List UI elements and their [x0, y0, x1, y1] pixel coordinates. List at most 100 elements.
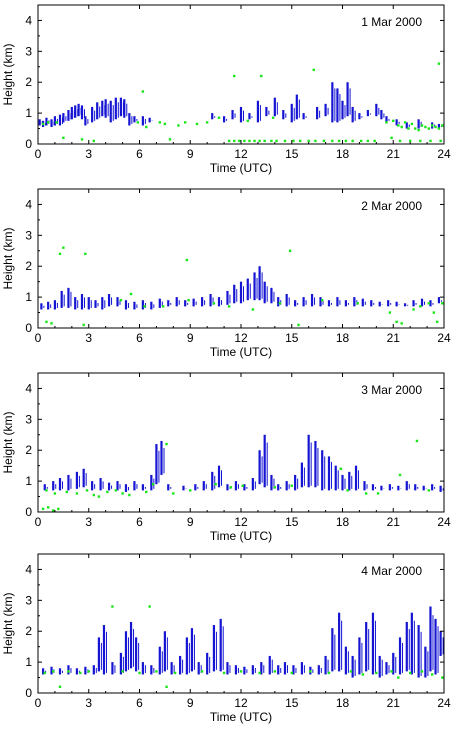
- green-point: [258, 139, 261, 143]
- x-tick-label: 0: [35, 147, 42, 161]
- green-point: [260, 74, 263, 78]
- green-point: [87, 670, 90, 673]
- green-point: [366, 139, 370, 143]
- y-axis-label: Height (km): [1, 592, 15, 654]
- green-point: [82, 323, 85, 327]
- green-point: [155, 670, 158, 673]
- green-point: [92, 139, 96, 143]
- x-tick-label: 15: [285, 696, 299, 710]
- green-point: [390, 670, 393, 673]
- green-point: [195, 122, 199, 126]
- green-point: [412, 308, 415, 311]
- green-point: [165, 685, 168, 689]
- x-tick-label: 0: [35, 696, 42, 710]
- green-point: [395, 320, 398, 324]
- green-point: [46, 506, 50, 509]
- green-point: [410, 122, 414, 126]
- green-point: [233, 74, 236, 78]
- green-point: [364, 492, 368, 495]
- green-point: [429, 139, 432, 143]
- green-point: [111, 605, 114, 608]
- green-point: [243, 139, 246, 143]
- x-tick-label: 21: [387, 147, 401, 161]
- y-tick-label: 4: [25, 381, 32, 395]
- green-point: [297, 323, 300, 327]
- green-point: [148, 605, 151, 608]
- green-point: [403, 121, 407, 124]
- green-point: [290, 671, 293, 675]
- green-point: [67, 670, 70, 673]
- green-point: [288, 249, 292, 252]
- green-point: [314, 139, 317, 143]
- green-point: [400, 322, 403, 325]
- green-point: [41, 507, 45, 511]
- x-tick-label: 21: [387, 331, 401, 345]
- green-point: [119, 299, 123, 302]
- green-point: [97, 495, 101, 498]
- green-point: [121, 670, 124, 673]
- x-tick-label: 9: [187, 696, 194, 710]
- y-axis-label: Height (km): [1, 227, 15, 289]
- y-tick-label: 3: [25, 44, 32, 58]
- chart-title: 1 Mar 2000: [361, 15, 422, 29]
- green-point: [143, 305, 146, 308]
- green-point: [136, 121, 140, 124]
- green-point: [408, 139, 412, 143]
- y-tick-label: 0: [25, 137, 32, 151]
- green-point: [356, 302, 359, 305]
- x-tick-label: 0: [35, 331, 42, 345]
- green-point: [41, 122, 45, 126]
- x-tick-label: 12: [234, 331, 248, 345]
- green-point: [417, 128, 420, 132]
- green-point: [432, 311, 436, 314]
- green-point: [163, 122, 167, 126]
- green-point: [321, 299, 324, 302]
- y-tick-label: 3: [25, 228, 32, 242]
- green-point: [258, 671, 261, 675]
- green-point: [361, 673, 364, 676]
- y-axis-label: Height (km): [1, 43, 15, 105]
- green-point: [331, 139, 334, 143]
- x-tick-label: 18: [336, 147, 350, 161]
- green-point: [309, 670, 312, 673]
- green-point: [200, 670, 204, 673]
- green-point: [349, 670, 353, 673]
- green-point: [165, 442, 168, 446]
- green-point: [420, 670, 424, 673]
- green-point: [400, 125, 403, 129]
- green-point: [168, 138, 172, 141]
- green-point: [58, 252, 62, 256]
- green-point: [275, 139, 278, 143]
- green-point: [434, 125, 437, 129]
- green-point: [217, 116, 221, 119]
- x-tick-label: 15: [285, 331, 299, 345]
- x-axis-label: Time (UTC): [210, 710, 272, 724]
- x-tick-label: 9: [187, 331, 194, 345]
- y-tick-label: 1: [25, 655, 32, 669]
- green-point: [299, 139, 302, 143]
- green-point: [398, 473, 402, 477]
- green-point: [227, 139, 231, 143]
- x-tick-label: 12: [234, 147, 248, 161]
- green-point: [248, 139, 251, 143]
- green-point: [128, 493, 131, 497]
- green-point: [65, 490, 68, 494]
- x-tick-label: 21: [387, 515, 401, 529]
- y-tick-label: 0: [25, 505, 32, 519]
- green-point: [351, 139, 354, 143]
- green-point: [52, 509, 55, 512]
- x-tick-label: 15: [285, 147, 299, 161]
- y-tick-label: 1: [25, 106, 32, 120]
- x-tick-label: 12: [234, 696, 248, 710]
- x-tick-label: 21: [387, 696, 401, 710]
- green-point: [346, 489, 349, 492]
- x-tick-label: 24: [437, 515, 451, 529]
- green-point: [344, 139, 348, 143]
- green-point: [79, 671, 82, 675]
- green-point: [270, 139, 273, 143]
- green-point: [390, 136, 393, 140]
